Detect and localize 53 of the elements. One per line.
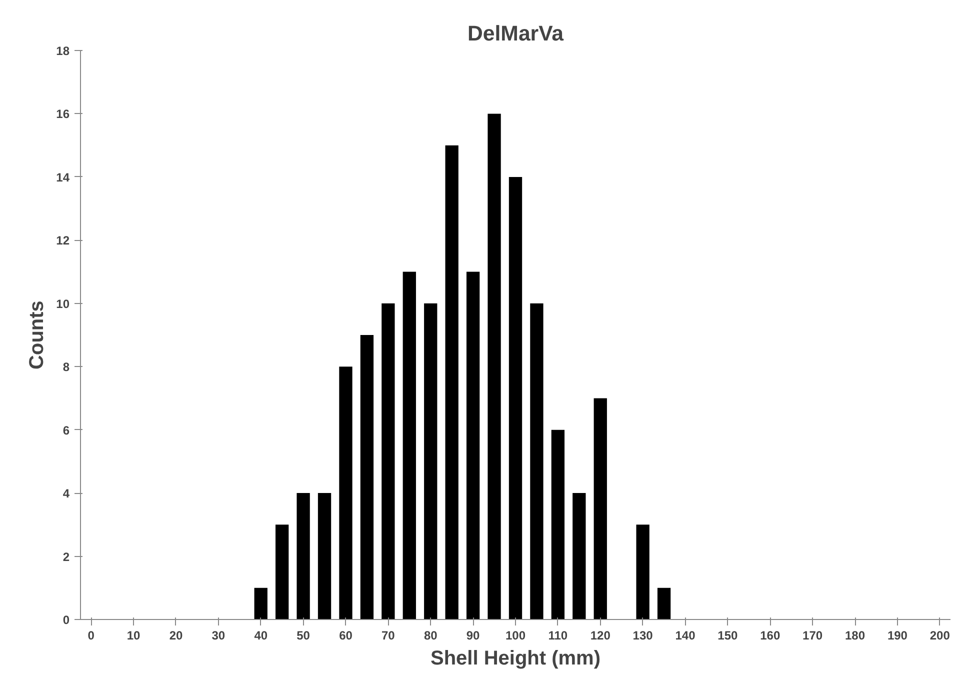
x-tick-label: 120 bbox=[590, 628, 611, 642]
bar bbox=[339, 366, 352, 620]
x-tick-label: 160 bbox=[760, 628, 780, 642]
bar bbox=[445, 145, 458, 620]
x-tick-label: 100 bbox=[505, 628, 526, 642]
bar bbox=[657, 588, 671, 620]
bar bbox=[488, 114, 501, 620]
bar bbox=[318, 493, 332, 620]
bar bbox=[360, 335, 374, 620]
x-tick-label: 150 bbox=[718, 628, 738, 642]
bar bbox=[508, 176, 522, 620]
x-tick-label: 40 bbox=[254, 628, 268, 642]
y-tick-label: 2 bbox=[62, 550, 70, 564]
x-tick-label: 60 bbox=[339, 628, 353, 642]
y-tick-label: 4 bbox=[62, 486, 70, 501]
y-tick-label: 6 bbox=[62, 423, 70, 438]
bar bbox=[594, 398, 607, 620]
x-axis-title: Shell Height (mm) bbox=[430, 648, 601, 670]
x-tick-label: 200 bbox=[930, 628, 950, 642]
bar bbox=[296, 493, 310, 620]
x-tick-label: 10 bbox=[126, 628, 141, 642]
bar bbox=[530, 303, 544, 620]
y-tick-label: 0 bbox=[62, 613, 70, 627]
y-tick-label: 8 bbox=[62, 360, 70, 374]
x-tick-label: 80 bbox=[424, 628, 438, 642]
x-tick-label: 30 bbox=[212, 628, 226, 642]
x-tick-label: 110 bbox=[548, 628, 568, 642]
y-axis-title: Counts bbox=[26, 300, 48, 370]
bar bbox=[466, 272, 480, 620]
bar bbox=[572, 493, 586, 620]
bar bbox=[636, 524, 650, 620]
x-tick-label: 180 bbox=[845, 628, 866, 642]
y-tick-label: 16 bbox=[56, 107, 70, 122]
bar bbox=[382, 303, 395, 620]
bar bbox=[254, 588, 268, 620]
y-tick-label: 18 bbox=[56, 44, 70, 58]
x-tick-label: 70 bbox=[382, 628, 396, 642]
chart-title: DelMarVa bbox=[467, 22, 564, 46]
y-tick-label: 12 bbox=[56, 234, 70, 248]
y-tick-label: 10 bbox=[56, 296, 70, 311]
bar bbox=[551, 430, 565, 620]
x-tick-label: 90 bbox=[466, 628, 480, 642]
x-tick-label: 190 bbox=[887, 628, 908, 642]
x-tick-label: 50 bbox=[296, 628, 310, 642]
bar bbox=[424, 303, 438, 620]
x-tick-label: 0 bbox=[88, 628, 95, 642]
bar bbox=[276, 524, 289, 620]
x-tick-label: 20 bbox=[169, 628, 183, 642]
x-tick-label: 170 bbox=[802, 628, 823, 642]
y-tick-label: 14 bbox=[56, 170, 70, 184]
x-tick-label: 130 bbox=[632, 628, 654, 642]
bar bbox=[402, 272, 416, 620]
x-tick-label: 140 bbox=[675, 628, 696, 642]
